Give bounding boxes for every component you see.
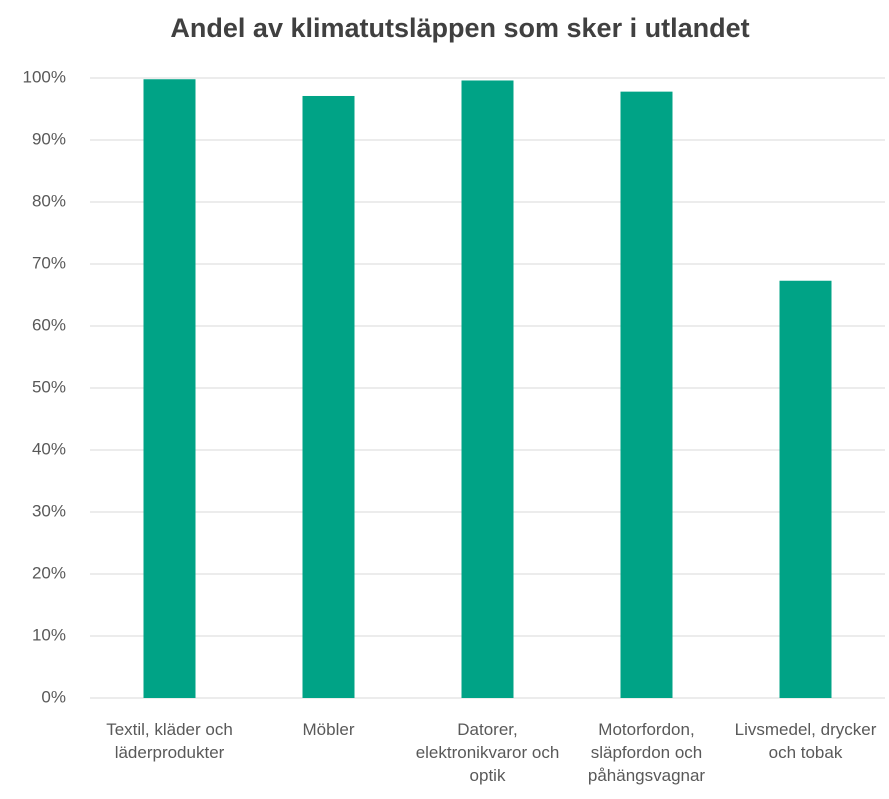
y-tick-label: 30% — [32, 501, 66, 520]
y-tick-label: 90% — [32, 129, 66, 148]
x-tick-label: Motorfordon, släpfordon och påhängsvagna… — [587, 720, 706, 785]
x-tick-label: Textil, kläder och läderprodukter — [106, 720, 233, 762]
y-tick-label: 10% — [32, 625, 66, 644]
y-tick-label: 0% — [41, 687, 66, 706]
y-tick-label: 80% — [32, 191, 66, 210]
y-tick-label: 70% — [32, 253, 66, 272]
bar — [779, 280, 832, 698]
y-tick-label: 100% — [23, 67, 66, 86]
x-tick-label: Möbler — [302, 720, 355, 739]
bar — [620, 91, 673, 698]
y-tick-label: 40% — [32, 439, 66, 458]
y-tick-label: 60% — [32, 315, 66, 334]
x-tick-label: Datorer, elektronikvaror och optik — [415, 720, 560, 785]
bar — [143, 79, 196, 699]
y-tick-label: 50% — [32, 377, 66, 396]
bar — [461, 80, 514, 699]
x-tick-label: Livsmedel, drycker och tobak — [734, 720, 877, 762]
chart-title: Andel av klimatutsläppen som sker i utla… — [170, 13, 749, 43]
bar — [302, 95, 355, 699]
y-tick-label: 20% — [32, 563, 66, 582]
